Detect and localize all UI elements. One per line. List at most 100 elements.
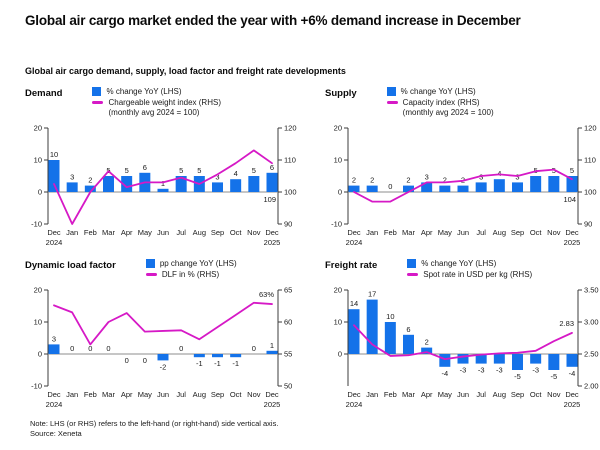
bar (566, 354, 578, 367)
month-label: Nov (247, 228, 261, 237)
bar (157, 188, 169, 192)
month-label: Feb (384, 228, 397, 237)
right-axis-tick-label: 100 (284, 188, 297, 197)
bar-value-label: 17 (368, 290, 376, 299)
bar (566, 176, 578, 192)
bar-value-label: 5 (125, 166, 129, 175)
bar-value-label: 2 (370, 176, 374, 185)
bar (175, 176, 187, 192)
bar-value-label: 0 (70, 344, 74, 353)
right-axis-tick-label: 110 (584, 156, 596, 165)
left-axis-tick-label: 10 (334, 318, 342, 327)
bar (457, 185, 469, 192)
right-axis-tick-label: 2.50 (584, 350, 599, 359)
bar-value-label: 0 (143, 356, 147, 365)
bar-value-label: 3 (425, 172, 429, 181)
left-axis-tick-label: -10 (331, 220, 342, 229)
panel-load-factor-header: Dynamic load factor pp change YoY (LHS) … (18, 258, 310, 280)
line-end-label: 104 (563, 195, 576, 204)
bar-value-label: 5 (197, 166, 201, 175)
bar (366, 185, 378, 192)
month-label: Oct (230, 228, 243, 237)
panel-load-factor-legend: pp change YoY (LHS) DLF in % (RHS) (145, 258, 237, 280)
index-line (353, 168, 573, 203)
bar (121, 176, 133, 192)
right-axis-tick-label: 3.00 (584, 318, 599, 327)
bar-value-label: -1 (214, 359, 221, 368)
bar (157, 354, 169, 361)
start-year-label: 2024 (346, 238, 363, 247)
left-axis-tick-label: -10 (31, 220, 42, 229)
bar-value-label: 10 (386, 312, 394, 321)
left-axis-tick-label: 0 (38, 350, 42, 359)
start-year-label: 2024 (46, 238, 63, 247)
bar-value-label: 0 (252, 344, 256, 353)
bar-value-label: -2 (160, 362, 167, 371)
end-year-label: 2025 (564, 400, 581, 409)
bar (439, 354, 451, 367)
bar-value-label: 5 (179, 166, 183, 175)
bar (475, 354, 487, 364)
month-label: Mar (402, 390, 415, 399)
legend-line-label: DLF in % (RHS) (161, 270, 220, 279)
bar (512, 354, 523, 370)
bar (266, 350, 278, 354)
month-label: Apr (121, 228, 133, 237)
bar (384, 322, 396, 354)
right-axis-tick-label: 60 (284, 318, 292, 327)
legend-bar-label: % change YoY (LHS) (421, 259, 497, 268)
left-axis-tick-label: 10 (334, 156, 342, 165)
month-label: Jan (66, 390, 78, 399)
month-label: Apr (121, 390, 133, 399)
month-label: Aug (193, 390, 206, 399)
bar-value-label: 0 (88, 344, 92, 353)
month-label: Jul (476, 390, 486, 399)
month-label: May (138, 390, 152, 399)
month-label: Jun (457, 390, 469, 399)
bar-value-label: 2 (352, 176, 356, 185)
panel-freight-rate-legend: % change YoY (LHS) Spot rate in USD per … (407, 258, 532, 280)
bar (493, 354, 505, 364)
start-year-label: 2024 (46, 400, 63, 409)
month-label: Feb (84, 390, 97, 399)
right-axis-tick-label: 65 (284, 286, 292, 295)
month-label: Jun (157, 390, 169, 399)
month-label: Jul (176, 228, 186, 237)
month-label: Jul (176, 390, 186, 399)
bar (248, 176, 260, 192)
month-label: Jun (157, 228, 169, 237)
index-line (353, 324, 573, 361)
bar-value-label: -1 (232, 359, 239, 368)
month-label: Jan (66, 228, 78, 237)
bar-value-label: -3 (460, 366, 467, 375)
bar-value-label: 14 (350, 299, 358, 308)
index-line (53, 149, 273, 225)
line-legend-dash-icon (386, 101, 398, 104)
left-axis-tick-label: -10 (31, 382, 42, 391)
footnote-line2: Source: Xeneta (30, 429, 82, 438)
end-year-label: 2025 (264, 400, 281, 409)
month-label: Sep (211, 390, 224, 399)
bar-value-label: 3 (70, 172, 74, 181)
bar (48, 160, 60, 192)
bar (230, 354, 242, 358)
right-axis-tick-label: 3.50 (584, 286, 599, 295)
month-label: Mar (102, 390, 115, 399)
right-axis-tick-label: 90 (584, 220, 592, 229)
bar-value-label: 5 (570, 166, 574, 175)
bar (457, 354, 469, 364)
line-end-label: 2.83 (559, 319, 574, 328)
legend-line-sublabel: (monthly avg 2024 = 100) (402, 108, 494, 117)
panel-load-factor-title: Dynamic load factor (25, 260, 116, 271)
month-label: Oct (230, 390, 243, 399)
legend-line-sublabel: (monthly avg 2024 = 100) (108, 108, 200, 117)
month-label: Jan (366, 390, 378, 399)
bar-legend-swatch-icon (92, 87, 102, 96)
bar-value-label: 3 (52, 334, 56, 343)
panel-supply: Supply % change YoY (LHS) Capacity index… (318, 86, 600, 251)
bar (103, 176, 114, 192)
bar-value-label: -4 (441, 369, 448, 378)
bar-value-label: 2 (443, 176, 447, 185)
bar (348, 309, 360, 354)
